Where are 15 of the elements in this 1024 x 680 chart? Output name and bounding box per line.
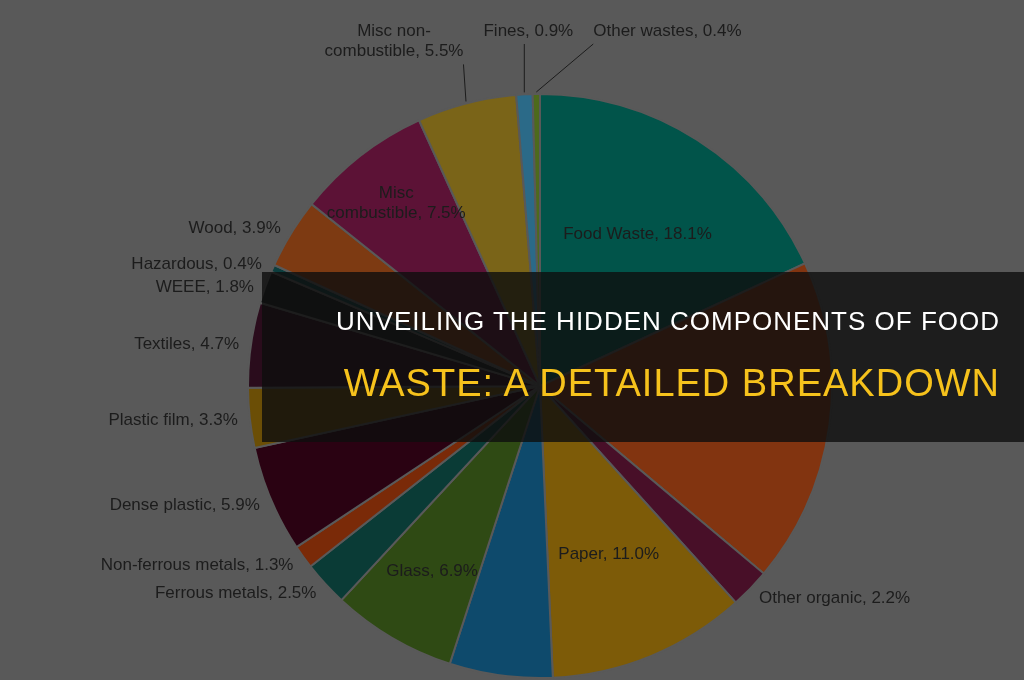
- slice-label: Fines, 0.9%: [483, 21, 574, 40]
- slice-label: Misc non-combustible, 5.5%: [324, 21, 464, 61]
- slice-label: Dense plastic, 5.9%: [109, 495, 260, 515]
- slice-label: Plastic film, 3.3%: [108, 410, 238, 430]
- slice-label: Other organic, 2.2%: [758, 587, 911, 607]
- slice-label: Wood, 3.9%: [188, 218, 281, 238]
- slice-label: Food Waste, 18.1%: [563, 224, 712, 244]
- slice-label: Hazardous, 0.4%: [131, 254, 262, 274]
- slice-label: Ferrous metals, 2.5%: [154, 582, 317, 602]
- slice-label: Non-ferrous metals, 1.3%: [100, 554, 294, 574]
- slice-label: WEEE, 1.8%: [155, 276, 254, 296]
- text: UNVEILING THE HIDDEN COMPONENTS OF FOOD WASTE: A DETAILED BREAKDOWN: [335, 306, 1000, 404]
- slice-label: Other wastes, 0.4%: [593, 21, 742, 40]
- slice-label: Paper, 11.0%: [558, 544, 660, 564]
- slice-label: Textiles, 4.7%: [134, 334, 240, 354]
